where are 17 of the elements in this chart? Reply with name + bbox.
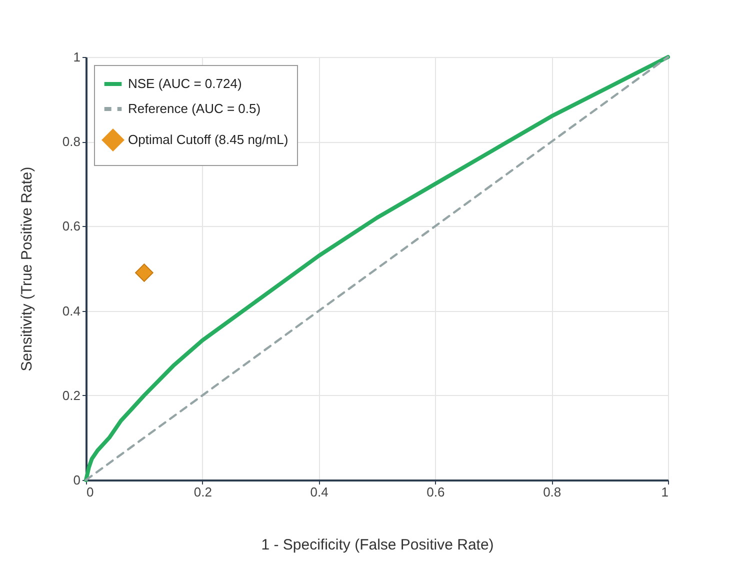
y-tick-label: 0.6 bbox=[62, 218, 80, 234]
x-tick-label: 1 bbox=[661, 484, 668, 500]
y-tick-label: 0.2 bbox=[62, 388, 80, 403]
legend-label: Optimal Cutoff (8.45 ng/mL) bbox=[128, 132, 288, 147]
x-tick-label: 0 bbox=[86, 484, 94, 500]
x-tick-label: 0.6 bbox=[426, 484, 445, 500]
y-tick-label: 0.4 bbox=[62, 303, 80, 318]
legend-label: Reference (AUC = 0.5) bbox=[128, 101, 261, 116]
x-tick-label: 0.8 bbox=[543, 484, 562, 500]
y-tick-label: 1 bbox=[73, 50, 80, 64]
x-tick-label: 0.4 bbox=[310, 484, 328, 500]
x-tick-label: 0.2 bbox=[194, 484, 212, 500]
x-axis-title: 1 - Specificity (False Positive Rate) bbox=[261, 536, 494, 554]
y-tick-label: 0.8 bbox=[62, 134, 80, 150]
legend-label: NSE (AUC = 0.724) bbox=[128, 76, 242, 91]
y-tick-label: 0 bbox=[73, 472, 80, 488]
y-axis-title: Sensitivity (True Positive Rate) bbox=[18, 166, 36, 372]
